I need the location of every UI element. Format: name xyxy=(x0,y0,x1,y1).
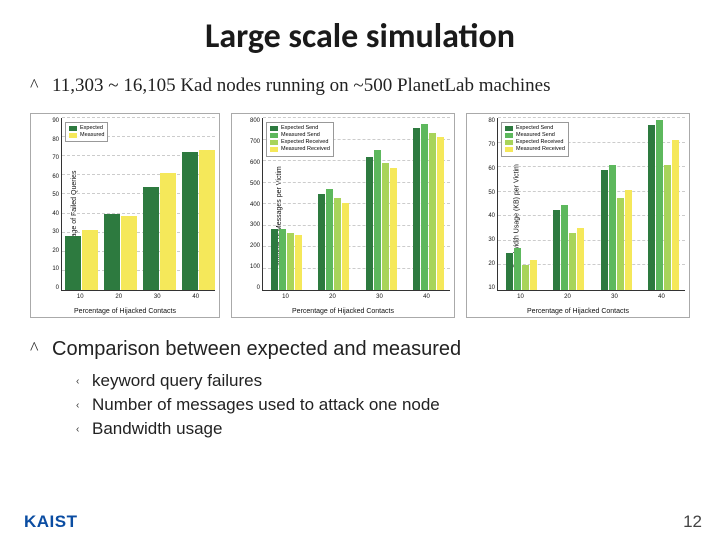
chart-xlabel: Percentage of Hijacked Contacts xyxy=(232,308,454,315)
bar xyxy=(143,187,159,290)
bar-group xyxy=(601,165,632,290)
sub-bullets: ‹keyword query failures ‹Number of messa… xyxy=(76,371,690,441)
bar-group xyxy=(143,173,176,290)
kaist-logo: KAIST xyxy=(24,512,78,532)
chart-xticks: 10203040 xyxy=(497,294,685,303)
bar xyxy=(437,137,444,290)
bar xyxy=(553,210,560,290)
bar xyxy=(271,229,278,290)
square-bullet-icon: ‹ xyxy=(76,371,92,393)
sub-bullet-2: ‹Number of messages used to attack one n… xyxy=(76,395,690,417)
chart-plot xyxy=(61,118,215,291)
bar xyxy=(664,165,671,290)
bar xyxy=(413,128,420,290)
bar xyxy=(287,233,294,290)
bar-group xyxy=(553,205,584,290)
bar xyxy=(65,236,81,290)
bar xyxy=(326,189,333,290)
bullet-glyph-icon: ^ xyxy=(30,338,52,359)
bar xyxy=(648,125,655,290)
bar xyxy=(577,228,584,291)
chart-legend: ExpectedMeasured xyxy=(65,122,108,142)
bar xyxy=(625,190,632,290)
bar xyxy=(561,205,568,290)
bar-group xyxy=(413,124,444,290)
bar xyxy=(530,260,537,290)
comparison-block: ^ Comparison between expected and measur… xyxy=(30,338,690,441)
chart-yticks: 0100200300400500600700800 xyxy=(242,118,260,291)
chart-legend: Expected SendMeasured SendExpected Recei… xyxy=(501,122,569,157)
bar-group xyxy=(65,230,98,290)
bar xyxy=(318,194,325,290)
bar xyxy=(104,214,120,290)
charts-row: Percentage of Failed QueriesPercentage o… xyxy=(30,113,690,318)
bar xyxy=(334,198,341,290)
bar xyxy=(374,150,381,290)
sub-bullet-1: ‹keyword query failures xyxy=(76,371,690,393)
bar xyxy=(182,152,198,290)
bar xyxy=(279,229,286,290)
page-number: 12 xyxy=(683,512,702,532)
bar-group xyxy=(104,214,137,290)
bar xyxy=(199,150,215,290)
bar-group xyxy=(271,229,302,290)
bar xyxy=(514,248,521,291)
bar xyxy=(366,157,373,290)
bar xyxy=(617,198,624,291)
bar xyxy=(295,235,302,290)
chart-yticks: 0102030405060708090 xyxy=(41,118,59,291)
bar xyxy=(609,165,616,290)
bar xyxy=(601,170,608,290)
square-bullet-icon: ‹ xyxy=(76,419,92,441)
page-title: Large scale simulation xyxy=(30,16,690,57)
chart-messages-per-victim: Number of Messages per VictimPercentage … xyxy=(231,113,455,318)
bar xyxy=(506,253,513,291)
bullet-1: ^ 11,303 ~ 16,105 Kad nodes running on ~… xyxy=(30,75,690,97)
bullet-2-text: Comparison between expected and measured xyxy=(52,338,461,361)
bar xyxy=(569,233,576,291)
chart-xticks: 10203040 xyxy=(262,294,450,303)
slide: Large scale simulation ^ 11,303 ~ 16,105… xyxy=(0,0,720,540)
bar xyxy=(382,163,389,290)
sub-bullet-1-text: keyword query failures xyxy=(92,371,262,391)
chart-failed-queries: Percentage of Failed QueriesPercentage o… xyxy=(30,113,220,318)
bullet-glyph-icon: ^ xyxy=(30,75,52,96)
bar xyxy=(421,124,428,290)
sub-bullet-2-text: Number of messages used to attack one no… xyxy=(92,395,440,415)
bar xyxy=(656,120,663,290)
bar-group xyxy=(182,150,215,290)
bullet-1-text: 11,303 ~ 16,105 Kad nodes running on ~50… xyxy=(52,75,550,97)
bar xyxy=(342,203,349,291)
bar-group xyxy=(366,150,397,290)
bar xyxy=(672,140,679,290)
bar xyxy=(390,168,397,291)
chart-xticks: 10203040 xyxy=(61,294,215,303)
bullet-2: ^ Comparison between expected and measur… xyxy=(30,338,690,361)
chart-bandwidth-usage: Bandwidth Usage (KB) per VictimPercentag… xyxy=(466,113,690,318)
bar xyxy=(121,216,137,290)
square-bullet-icon: ‹ xyxy=(76,395,92,417)
bar-group xyxy=(648,120,679,290)
chart-yticks: 1020304050607080 xyxy=(477,118,495,291)
bar-group xyxy=(506,248,537,291)
bar xyxy=(522,265,529,290)
chart-xlabel: Percentage of Hijacked Contacts xyxy=(31,308,219,315)
bar xyxy=(160,173,176,290)
sub-bullet-3: ‹Bandwidth usage xyxy=(76,419,690,441)
chart-xlabel: Percentage of Hijacked Contacts xyxy=(467,308,689,315)
bar-group xyxy=(318,189,349,290)
chart-legend: Expected SendMeasured SendExpected Recei… xyxy=(266,122,334,157)
sub-bullet-3-text: Bandwidth usage xyxy=(92,419,222,439)
bar xyxy=(429,133,436,291)
bar xyxy=(82,230,98,290)
